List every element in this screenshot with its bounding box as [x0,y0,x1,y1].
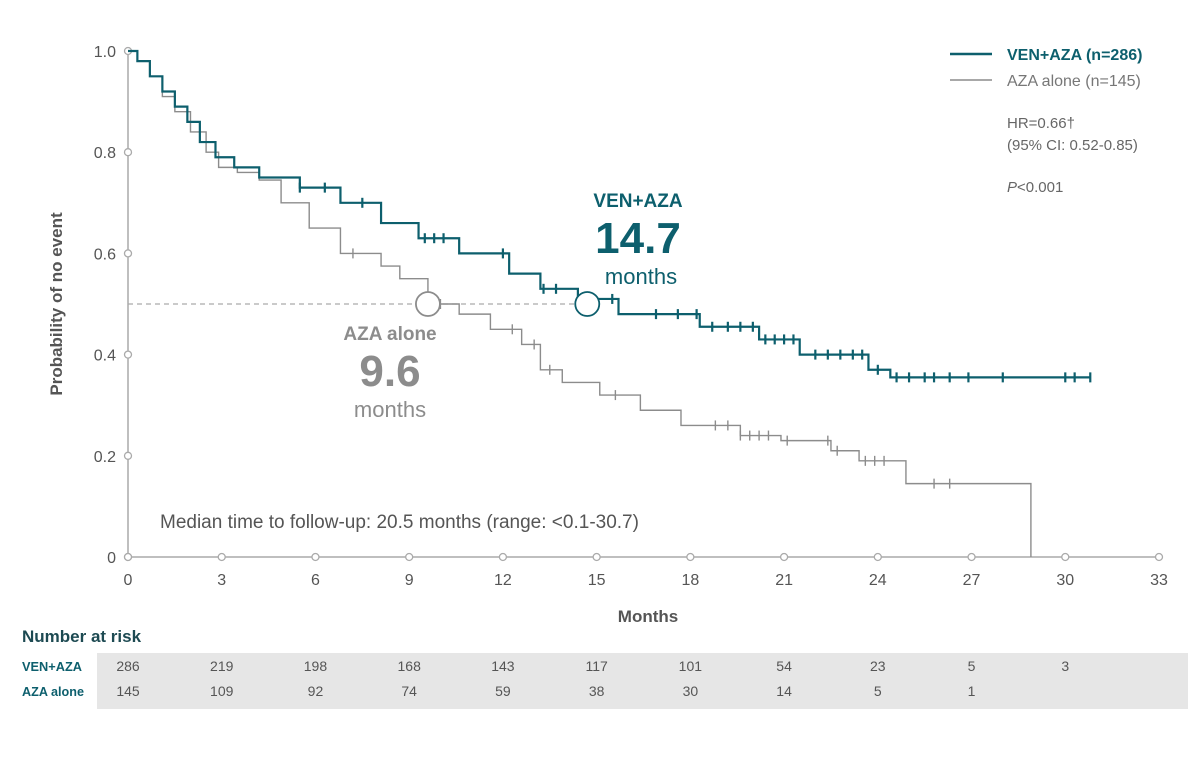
legend: VEN+AZA (n=286) AZA alone (n=145) HR=0.6… [950,47,1142,196]
axes: 0 3 6 9 12 15 18 21 24 27 30 33 0 0.2 0.4 0.6 0.8 1.0 [94,44,1168,589]
annotations: VEN+AZA 14.7 months AZA alone 9.6 months… [160,191,683,533]
x-tick-marker [405,552,414,562]
risk-cell: 5 [874,683,882,699]
x-tick-marker [967,552,976,562]
p-symbol: P [1007,179,1017,196]
x-tick-label: 18 [681,572,699,589]
risk-cell: 286 [116,658,140,674]
risk-cell: 198 [304,658,328,674]
y-tick-label: 0.8 [94,145,116,162]
y-tick-label: 0.2 [94,449,116,466]
x-tick-marker [1154,552,1164,562]
x-tick-marker [873,552,882,562]
aza-median-value: 9.6 [359,347,420,396]
y-tick-marker [123,350,133,359]
follow-up-note: Median time to follow-up: 20.5 months (r… [160,512,639,533]
risk-cell: 54 [776,658,792,674]
legend-label-aza: AZA alone (n=145) [1007,73,1141,90]
x-axis-label: Months [618,607,678,626]
x-tick-marker [311,552,320,562]
x-tick-marker [779,552,789,562]
y-tick-label: 0.6 [94,246,116,263]
x-tick-label: 33 [1150,572,1168,589]
y-tick-label: 0.4 [94,348,116,365]
x-tick-label: 30 [1056,572,1074,589]
x-tick-label: 12 [494,572,512,589]
risk-cell: 3 [1061,658,1069,674]
risk-cell: 30 [683,683,699,699]
legend-label-ven: VEN+AZA (n=286) [1007,47,1142,64]
x-tick-label: 24 [869,572,887,589]
ven-aza-curve [128,49,1091,379]
risk-cell: 5 [968,658,976,674]
risk-row-label: AZA alone [22,684,84,699]
p-value: P<0.001 [1007,179,1063,196]
p-value-text: <0.001 [1017,179,1063,196]
x-tick-marker [217,552,226,562]
ven-median-label: VEN+AZA [593,191,682,212]
risk-cell: 117 [585,658,608,674]
hazard-ratio: HR=0.66† [1007,115,1075,132]
x-tick-label: 9 [405,572,414,589]
aza-alone-median-marker [415,291,441,317]
x-tick-label: 15 [588,572,606,589]
risk-cell: 101 [679,658,703,674]
y-tick-marker [123,552,133,562]
risk-row-label: VEN+AZA [22,659,83,674]
y-tick-marker [123,249,133,258]
risk-cell: 1 [968,683,976,699]
x-tick-marker [686,552,695,562]
y-tick-label: 0 [107,550,116,567]
x-tick-marker [1061,552,1070,562]
x-tick-label: 0 [124,572,133,589]
aza-median-label: AZA alone [343,324,436,345]
curves [128,49,1092,557]
x-tick-marker [498,552,508,562]
risk-cell: 14 [776,683,792,699]
risk-cell: 143 [491,658,515,674]
x-tick-label: 21 [775,572,793,589]
ven-median-units: months [605,264,677,289]
y-axis-label: Probability of no event [47,212,66,396]
ven-aza-median-marker [574,291,601,317]
x-tick-label: 6 [311,572,320,589]
risk-cell: 92 [308,683,324,699]
risk-cell: 145 [116,683,140,699]
aza-median-units: months [354,397,426,422]
risk-table: Number at risk VEN+AZA 286 219 198 168 143 117… [22,627,1188,709]
x-tick-label: 27 [963,572,981,589]
risk-cell: 109 [210,683,234,699]
aza-alone-curve [128,50,1032,557]
risk-table-background [97,653,1188,709]
x-tick-marker [592,552,601,562]
y-tick-marker [123,451,133,460]
ven-median-value: 14.7 [595,214,681,263]
risk-table-title: Number at risk [22,627,142,646]
risk-cell: 59 [495,683,511,699]
risk-cell: 168 [398,658,422,674]
risk-cell: 23 [870,658,886,674]
risk-cell: 219 [210,658,234,674]
risk-cell: 74 [401,683,417,699]
risk-cell: 38 [589,683,605,699]
x-tick-label: 3 [217,572,226,589]
y-tick-label: 1.0 [94,44,116,61]
confidence-interval: (95% CI: 0.52-0.85) [1007,137,1138,154]
y-tick-marker [123,148,133,157]
